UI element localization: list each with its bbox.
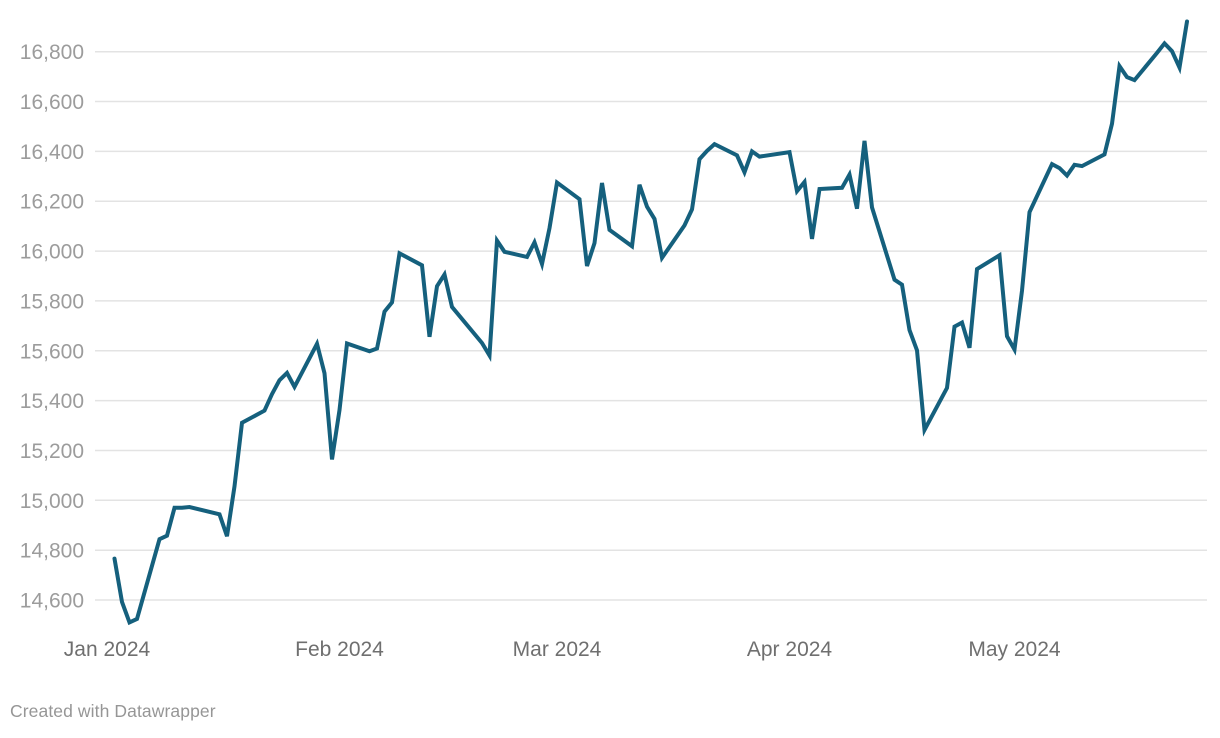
datawrapper-attribution: Created with Datawrapper	[10, 701, 216, 721]
y-tick-label: 14,600	[20, 590, 84, 613]
y-tick-label: 15,600	[20, 340, 84, 363]
y-tick-label: 15,000	[20, 490, 84, 513]
x-tick-label: Jan 2024	[64, 638, 151, 661]
x-tick-label: Apr 2024	[747, 638, 833, 661]
x-tick-label: Mar 2024	[513, 638, 602, 661]
y-tick-label: 15,200	[20, 440, 84, 463]
y-tick-label: 16,600	[20, 91, 84, 114]
gridlines	[95, 50, 1207, 601]
y-tick-label: 14,800	[20, 540, 84, 563]
y-tick-label: 16,400	[20, 141, 84, 164]
x-axis-labels: Jan 2024 Feb 2024 Mar 2024 Apr 2024 May 2024	[64, 638, 1061, 661]
x-tick-label: Feb 2024	[295, 638, 384, 661]
y-tick-label: 16,800	[20, 41, 84, 64]
y-tick-label: 15,800	[20, 290, 84, 313]
y-tick-label: 16,200	[20, 191, 84, 214]
data-line	[112, 19, 1189, 626]
y-tick-label: 16,000	[20, 241, 84, 264]
y-axis-labels: 14,600 14,800 15,000 15,200 15,400 15,600 15,8…	[20, 41, 84, 612]
y-tick-label: 15,400	[20, 390, 84, 413]
x-tick-label: May 2024	[968, 638, 1061, 661]
